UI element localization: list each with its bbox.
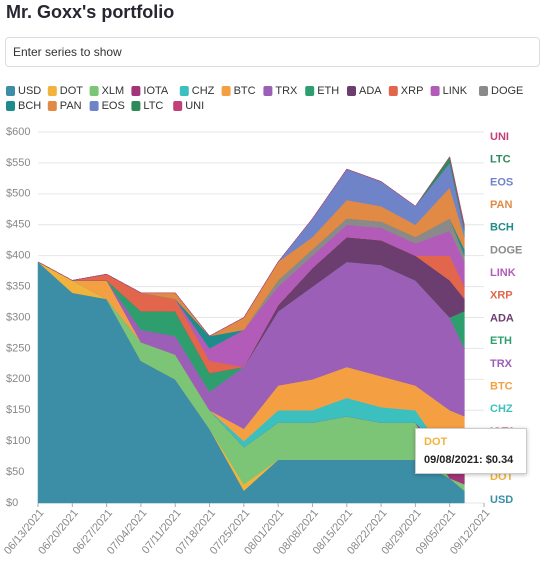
- y-tick-label: $450: [6, 219, 30, 231]
- legend-swatch: [430, 86, 440, 96]
- end-label: UNI: [490, 131, 509, 143]
- legend-swatch: [6, 101, 15, 111]
- end-label: EOS: [490, 176, 513, 188]
- legend-swatch: [89, 86, 99, 96]
- y-tick-label: $200: [6, 373, 30, 385]
- legend-label: ETH: [317, 85, 339, 97]
- end-label: CHZ: [490, 403, 513, 415]
- tooltip-title: DOT: [424, 436, 448, 448]
- legend-swatch: [6, 86, 15, 96]
- legend-label: XLM: [102, 85, 125, 97]
- end-label: BCH: [490, 222, 514, 234]
- tooltip: DOT 09/08/2021: $0.34: [415, 428, 527, 474]
- end-label: ETH: [490, 335, 512, 347]
- y-tick-label: $400: [6, 250, 30, 262]
- legend-swatch: [263, 86, 273, 96]
- legend-swatch: [173, 101, 183, 111]
- y-tick-label: $50: [6, 466, 24, 478]
- legend-label: PAN: [60, 100, 82, 112]
- y-tick-label: $0: [6, 497, 18, 509]
- legend-label: CHZ: [192, 85, 215, 97]
- legend-swatch: [131, 86, 141, 96]
- legend-label: DOGE: [491, 85, 523, 97]
- legend-swatch: [479, 86, 488, 96]
- end-label: USD: [490, 494, 513, 506]
- legend-label: BTC: [234, 85, 256, 97]
- legend-swatch: [47, 86, 57, 96]
- y-tick-label: $550: [6, 157, 30, 169]
- area: [37, 156, 465, 337]
- y-tick-label: $150: [6, 404, 30, 416]
- end-label: BTC: [490, 380, 513, 392]
- legend-swatch: [89, 101, 99, 111]
- y-tick-label: $250: [6, 342, 30, 354]
- legend-label: BCH: [18, 100, 41, 112]
- legend-label: USD: [18, 85, 41, 97]
- legend-swatch: [179, 86, 189, 96]
- end-label: XRP: [490, 290, 513, 302]
- end-label: LTC: [490, 154, 511, 166]
- legend-swatch: [347, 86, 356, 96]
- legend-label: LTC: [143, 100, 163, 112]
- end-label: LINK: [490, 267, 516, 279]
- legend-label: DOT: [60, 85, 84, 97]
- series-input[interactable]: Enter series to show: [5, 37, 540, 67]
- legend-label: ADA: [359, 85, 382, 97]
- y-tick-label: $100: [6, 435, 30, 447]
- legend-label: LINK: [443, 85, 468, 97]
- legend-swatch: [305, 86, 315, 96]
- y-tick-label: $350: [6, 280, 30, 292]
- legend-swatch: [221, 86, 231, 96]
- legend-swatch: [47, 101, 57, 111]
- legend-label: UNI: [185, 100, 204, 112]
- page-title: Mr. Goxx's portfolio: [6, 2, 175, 22]
- legend-label: TRX: [275, 85, 298, 97]
- legend-label: XRP: [401, 85, 424, 97]
- legend-swatch: [131, 101, 141, 111]
- end-label: TRX: [490, 358, 513, 370]
- end-label: ADA: [490, 312, 514, 324]
- legend-label: IOTA: [143, 85, 169, 97]
- legend-label: EOS: [102, 100, 125, 112]
- end-label: DOT: [490, 471, 514, 483]
- tooltip-text: 09/08/2021: $0.34: [424, 454, 514, 466]
- y-tick-label: $500: [6, 188, 30, 200]
- y-tick-label: $600: [6, 126, 30, 138]
- end-label: DOGE: [490, 244, 522, 256]
- y-tick-label: $300: [6, 311, 30, 323]
- legend-swatch: [388, 86, 398, 96]
- end-label: PAN: [490, 199, 512, 211]
